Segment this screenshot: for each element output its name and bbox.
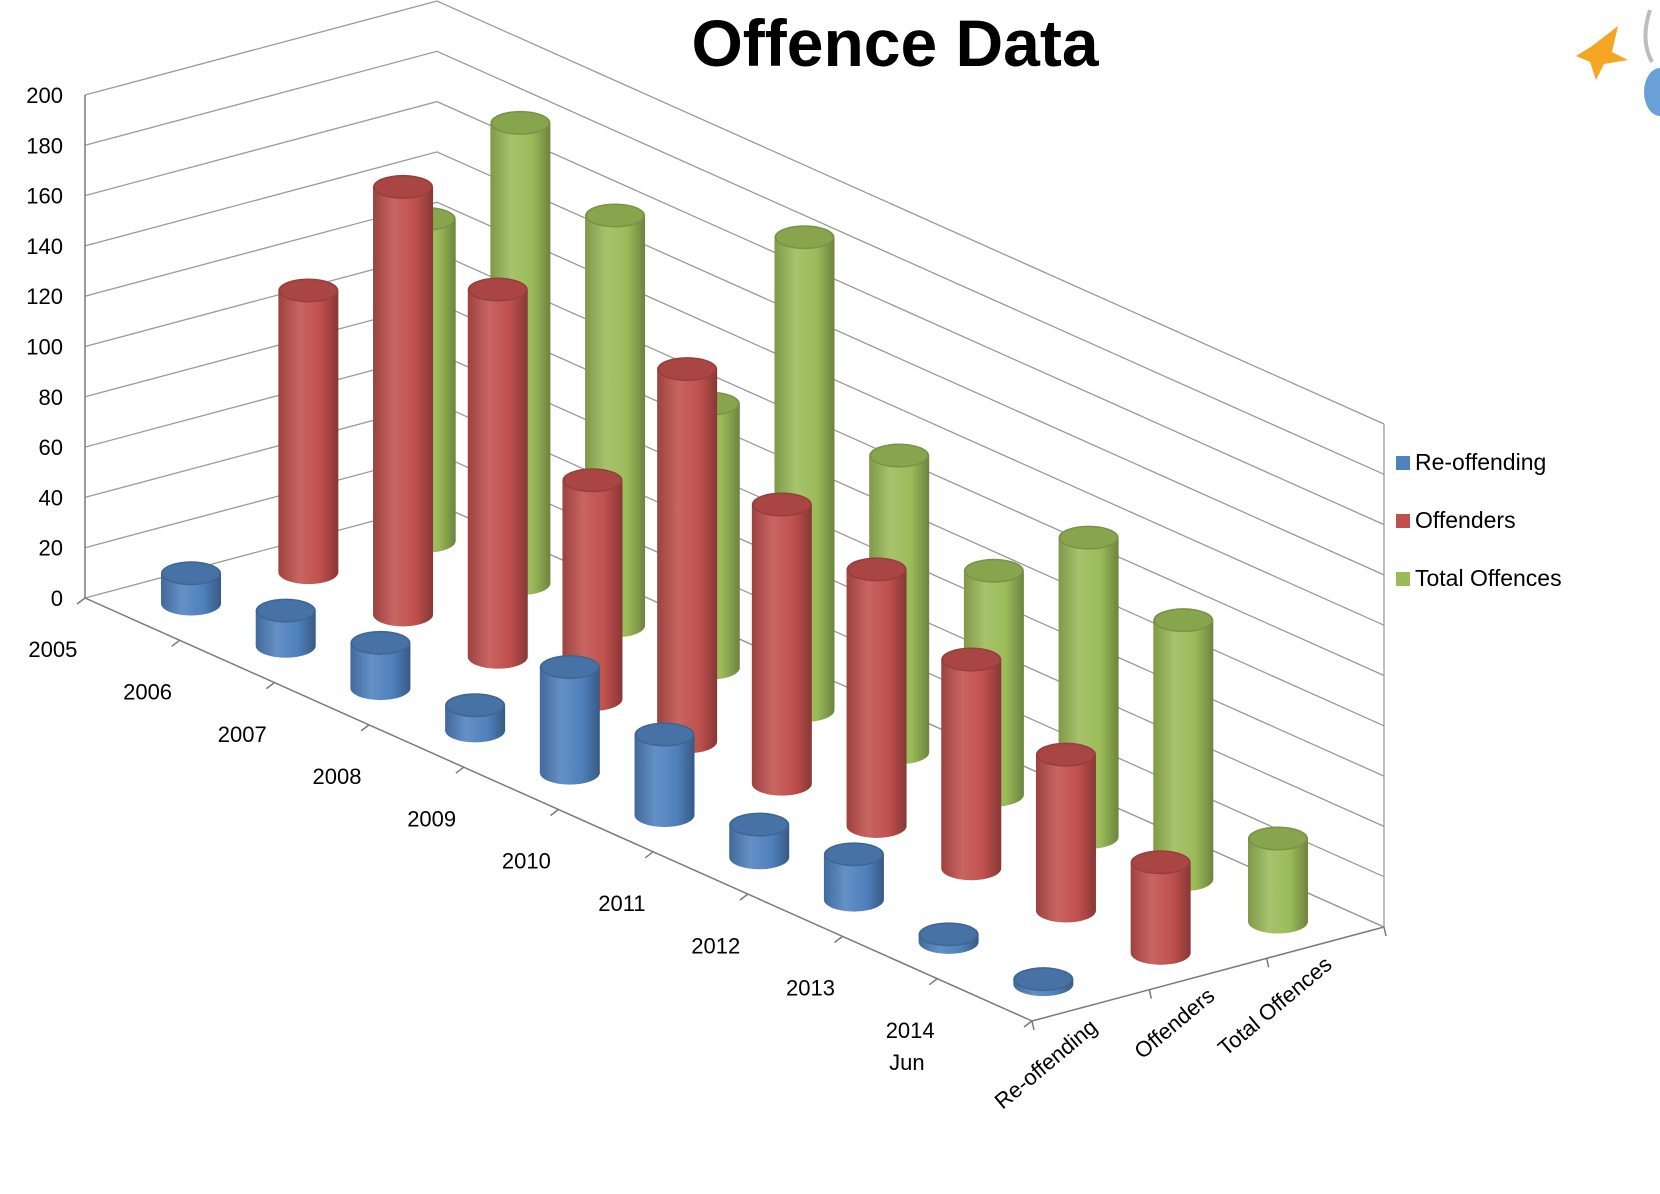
bar-offenders-2014-jun	[1130, 850, 1191, 965]
axes	[76, 95, 1387, 1031]
legend-item-re-offending: Re-offending	[1396, 449, 1546, 475]
gridline	[84, 0, 1385, 425]
bar-total-offences-2013	[1153, 608, 1214, 892]
x-category-label: 2006	[123, 679, 172, 704]
bar-offenders-2005	[278, 278, 339, 585]
logo	[1576, 9, 1660, 116]
y-tick-label: 0	[51, 586, 63, 611]
bar-re-offending-2012	[823, 842, 884, 912]
legend-item-total-offences: Total Offences	[1396, 565, 1562, 591]
bar-offenders-2008	[562, 468, 623, 712]
bar-re-offending-2011	[729, 812, 790, 870]
bar-re-offending-2008	[445, 693, 506, 743]
legend: Re-offending Offenders Total Offences	[1396, 449, 1562, 591]
y-tick-label: 40	[39, 485, 63, 510]
bars	[161, 110, 1308, 997]
bar-offenders-2010	[751, 492, 812, 796]
y-tick-label: 80	[39, 385, 63, 410]
bar-offenders-2006	[373, 174, 434, 627]
x-category-label: 2008	[312, 764, 361, 789]
legend-label: Offenders	[1415, 507, 1516, 533]
bar-offenders-2009	[657, 357, 718, 754]
bar-re-offending-2013	[918, 922, 979, 954]
x-category-label: 2010	[502, 849, 551, 874]
x-category-label: 2005	[28, 637, 77, 662]
y-tick-label: 180	[26, 133, 63, 158]
chart-title: Offence Data	[691, 6, 1099, 80]
x-category-label: 2013	[786, 976, 835, 1001]
y-tick-label: 100	[26, 335, 63, 360]
bar-re-offending-2006	[255, 598, 316, 658]
series-axis-label: Re-offending	[990, 1014, 1102, 1114]
bar-offenders-2011	[846, 557, 907, 838]
bar-offenders-2013	[1035, 742, 1096, 923]
legend-label: Re-offending	[1415, 449, 1546, 475]
y-tick-label: 200	[26, 83, 63, 108]
gridline	[84, 100, 1385, 526]
x-category-label: 2012	[691, 933, 740, 958]
bird-logo-icon	[1576, 26, 1628, 80]
x-category-label: 2007	[218, 722, 267, 747]
gridline	[84, 201, 1385, 626]
bar-re-offending-2014-jun	[1013, 967, 1074, 997]
legend-item-offenders: Offenders	[1396, 507, 1516, 533]
legend-swatch	[1396, 572, 1410, 586]
x-category-label: 2011	[598, 891, 645, 916]
y-tick-label: 60	[39, 435, 63, 460]
series-axis-label: Offenders	[1129, 983, 1219, 1064]
gridline	[84, 50, 1385, 475]
y-tick-label: 140	[26, 234, 63, 259]
bar-re-offending-2005	[161, 561, 222, 616]
legend-swatch	[1396, 456, 1410, 470]
category-labels: 2005 2006 2007 2008 2009 2010 2011 2012 2013 2014…	[28, 637, 934, 1075]
bar-offenders-2012	[941, 647, 1002, 881]
gridline	[84, 151, 1385, 576]
legend-swatch	[1396, 514, 1410, 528]
bar-total-offences-2014-jun	[1247, 826, 1308, 934]
y-tick-label: 120	[26, 284, 63, 309]
bar-re-offending-2010	[634, 722, 695, 827]
y-tick-label: 20	[39, 536, 63, 561]
bar-re-offending-2009	[539, 655, 600, 785]
bar-re-offending-2007	[350, 630, 411, 701]
y-axis-ticks: 0 20 40 60 80 100 120 140 160 180 200	[26, 83, 63, 611]
bar-offenders-2007	[467, 277, 528, 669]
x-category-label: 2014 Jun	[886, 1018, 935, 1075]
y-tick-label: 160	[26, 184, 63, 209]
legend-label: Total Offences	[1415, 565, 1562, 591]
x-category-label: 2009	[407, 806, 456, 831]
